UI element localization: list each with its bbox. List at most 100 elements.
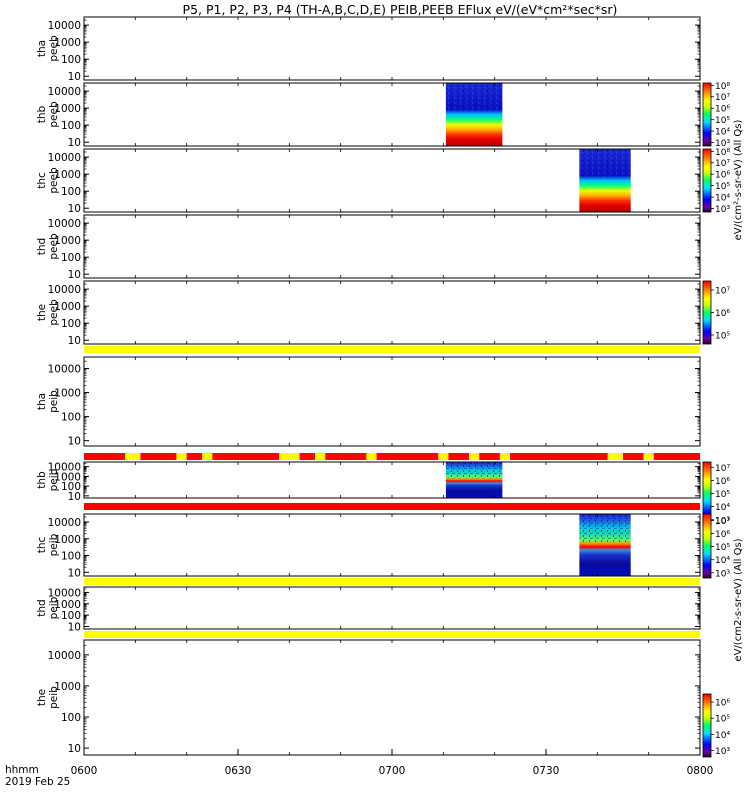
y-tick-label: 100	[61, 481, 81, 493]
quality-bar-segment	[176, 453, 187, 460]
quality-bars-group	[84, 346, 700, 638]
colorbar-tick-label: 10⁵	[715, 543, 730, 553]
colorbar-tick-label: 10⁴	[715, 128, 730, 138]
quality-bar-segment	[366, 453, 377, 460]
panel-species-label: peeb	[48, 101, 60, 128]
y-tick-label: 100	[61, 551, 81, 563]
quality-bar-fill	[84, 453, 700, 460]
y-tick-label: 100	[61, 412, 81, 424]
panel-tha-peib: 10 100 1000 10000 tha peib	[36, 356, 701, 448]
y-tick-label: 10	[68, 567, 81, 579]
panel-species-label: peib	[48, 468, 60, 491]
time-axis-label-hhmm: hhmm	[5, 764, 39, 776]
colorbar-tick-label: 10⁸	[715, 148, 730, 158]
time-axis-tick-label: 0700	[379, 765, 406, 777]
panel-probe-label: thb	[36, 105, 48, 123]
quality-bar-segment	[438, 453, 449, 460]
panel-species-label: peib	[48, 390, 60, 413]
panel-probe-label: thc	[36, 537, 48, 554]
spectrogram-texture	[445, 462, 503, 479]
colorbar-tick-label: 10⁶	[715, 699, 730, 709]
colorbar-label-peeb: eV/(cm²-s-sr-eV) (All Qs)	[733, 120, 744, 241]
colorbar-the-peib: 10³ 10⁴ 10⁵ 10⁶	[702, 693, 730, 758]
quality-bar-segment	[202, 453, 213, 460]
quality-bar-8	[84, 631, 700, 638]
y-tick-label: 10000	[48, 363, 81, 375]
colorbar-tick-label: 10³	[715, 747, 730, 757]
colorbar-tick-label: 10⁸	[715, 82, 730, 92]
panel-frame	[83, 16, 701, 81]
panel-frame	[83, 461, 701, 499]
quality-bar-4	[84, 346, 700, 353]
colorbar-tick-label: 10⁵	[715, 332, 730, 342]
y-tick-label: 10000	[48, 587, 81, 599]
panel-frame	[83, 639, 701, 756]
quality-bar-7	[84, 578, 700, 585]
panel-frame	[83, 356, 701, 447]
colorbar-tick-label: 10⁶	[715, 530, 730, 540]
y-tick-label: 10	[68, 743, 81, 755]
y-tick-label: 1000	[54, 235, 81, 247]
y-tick-label: 1000	[54, 37, 81, 49]
y-tick-label: 10000	[48, 650, 81, 662]
quality-bar-fill	[84, 503, 700, 510]
colorbar-thc-peib: 10³ 10⁴ 10⁵ 10⁶ 10⁷	[702, 513, 730, 579]
y-tick-label: 1000	[54, 169, 81, 181]
colorbar-tick-label: 10⁶	[715, 477, 730, 487]
y-tick-label: 100	[61, 252, 81, 264]
y-tick-label: 10000	[48, 152, 81, 164]
colorbar-labels-group: eV/(cm²-s-sr-eV) (All Qs) eV/(cm2-s-sr-e…	[733, 120, 744, 662]
panel-frame	[83, 214, 701, 279]
time-axis-label-date: 2019 Feb 25	[5, 776, 70, 788]
colorbar-tick-label: 10⁶	[715, 105, 730, 115]
y-tick-label: 100	[61, 54, 81, 66]
panel-species-label: peib	[48, 596, 60, 619]
quality-bar-segment	[607, 453, 623, 460]
y-tick-label: 10	[68, 71, 81, 83]
y-tick-label: 100	[61, 120, 81, 132]
quality-bar-fill	[84, 578, 700, 585]
panel-frame	[83, 280, 701, 345]
time-axis-tick-label: 0630	[225, 765, 252, 777]
y-tick-label: 1000	[54, 681, 81, 693]
y-tick-label: 1000	[54, 534, 81, 546]
colorbar-tick-label: 10⁵	[715, 715, 730, 725]
time-axis-tick-label: 0800	[687, 765, 714, 777]
y-tick-label: 10000	[48, 218, 81, 230]
y-tick-label: 1000	[54, 599, 81, 611]
panel-frame	[83, 586, 701, 630]
panel-species-label: peib	[48, 533, 60, 556]
panel-probe-label: tha	[36, 393, 48, 410]
quality-bar-5	[84, 453, 700, 460]
y-tick-label: 10	[68, 335, 81, 347]
colorbar-tick-label: 10⁶	[715, 309, 730, 319]
y-tick-label: 1000	[54, 388, 81, 400]
time-axis-tick-label: 0730	[533, 765, 560, 777]
y-tick-label: 100	[61, 610, 81, 622]
panel-species-label: peib	[48, 686, 60, 709]
quality-bar-fill	[84, 631, 700, 638]
panel-the-peib: 10 100 1000 10000 the peib	[36, 639, 701, 756]
spectrogram-texture	[579, 149, 631, 178]
colorbar-tick-label: 10³	[715, 516, 730, 526]
quality-bar-segment	[643, 453, 654, 460]
panel-probe-label: the	[36, 689, 48, 706]
quality-bar-segment	[469, 453, 480, 460]
colorbar-tick-label: 10⁴	[715, 503, 730, 513]
spectrogram-texture	[445, 83, 503, 112]
figure-title: P5, P1, P2, P3, P4 (TH-A,B,C,D,E) PEIB,P…	[183, 2, 618, 17]
colorbar-scale	[702, 513, 712, 579]
y-tick-label: 10	[68, 436, 81, 448]
colorbar-tick-label: 10⁴	[715, 194, 730, 204]
colorbar-scale	[702, 280, 712, 345]
quality-bar-segment	[279, 453, 300, 460]
y-tick-label: 10	[68, 491, 81, 503]
quality-bar-6	[84, 503, 700, 510]
colorbar-tick-label: 10⁵	[715, 182, 730, 192]
y-tick-label: 10	[68, 137, 81, 149]
colorbar-tick-label: 10⁴	[715, 556, 730, 566]
panel-species-label: peeb	[48, 233, 60, 260]
